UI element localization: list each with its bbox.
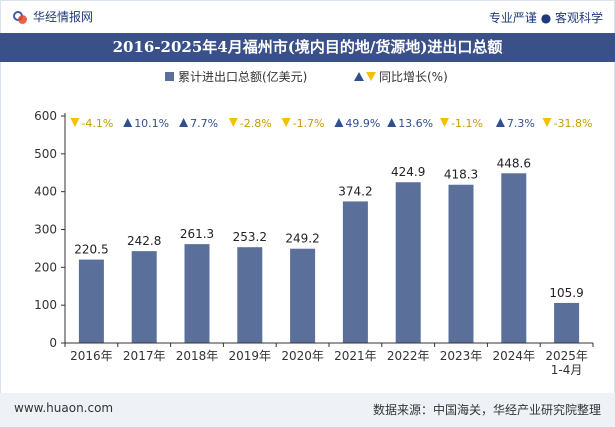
legend: 累计进出口总额(亿美元) 同比增长(%) [165,69,448,84]
growth-label: -1.7% [293,117,325,130]
brand-name: 华经情报网 [33,10,94,24]
x-tick-label-line: 2024年 [493,349,536,363]
x-tick-label: 2023年 [440,349,483,363]
footer: www.huaon.com 数据来源：中国海关，华经产业研究院整理 [0,393,615,427]
bar [131,251,157,343]
x-tick-label-line: 1-4月 [551,363,583,377]
growth-label: 10.1% [134,117,169,130]
footer-website: www.huaon.com [14,401,114,415]
x-tick-label-line: 2016年 [70,349,113,363]
growth-label: 7.3% [507,117,535,130]
y-tick-label: 500 [34,147,57,161]
bar-value-label: 253.2 [233,230,267,244]
y-tick-label: 300 [34,223,57,237]
chart-title: 2016-2025年4月福州市(境内目的地/货源地)进出口总额 [0,33,615,62]
growth-down-triangle-icon [281,118,291,127]
y-axis: 0 100 200 300 400 500 600 [34,109,66,350]
y-tick-label: 600 [34,109,57,123]
growth-label: -2.8% [240,117,272,130]
bar-value-label: 242.8 [127,234,161,248]
growth-label: 7.7% [190,117,218,130]
y-tick-label: 400 [34,185,57,199]
growth-up-triangle-icon [123,118,133,127]
brand-logo-icon [12,9,28,25]
growth-up-triangle-icon [495,118,505,127]
bar [448,184,474,343]
growth-up-triangle-icon [334,118,344,127]
x-tick-label: 2022年 [387,349,430,363]
legend-up-triangle-icon [354,72,364,81]
bar [237,247,263,343]
x-tick-label: 2017年 [123,349,166,363]
x-tick-label-line: 2022年 [387,349,430,363]
tagline: 专业严谨 ● 客观科学 [488,11,603,25]
value-labels: 220.5 242.8 261.3 253.2 249.2 374.2 424.9 418.3… [74,156,584,300]
bars [78,173,580,343]
x-tick-label-line: 2019年 [229,349,272,363]
x-tick-label-line: 2023年 [440,349,483,363]
x-tick-label-line: 2025年 [545,349,588,363]
growth-label: 49.9% [345,117,380,130]
growth-label: -31.8% [554,117,593,130]
x-tick-label: 2020年 [281,349,324,363]
bar [395,182,421,343]
growth-label: 13.6% [398,117,433,130]
bar [342,201,368,343]
top-bar: 华经情报网 专业严谨 ● 客观科学 [0,0,615,33]
bar-value-label: 249.2 [285,232,319,246]
x-tick-label: 2018年 [176,349,219,363]
footer-source: 数据来源：中国海关，华经产业研究院整理 [372,403,601,417]
growth-down-triangle-icon [228,118,238,127]
x-tick-label: 2025年 1-4月 [545,349,588,377]
x-axis: 2016年 2017年 2018年 2019年 2020年 2021年 2022年 2023年… [64,342,594,377]
x-tick-label: 2019年 [229,349,272,363]
growth-row: -4.1% 10.1% 7.7% -2.8% -1.7% 49.9% 13.6% -1.1% 7… [70,117,592,130]
bar-value-label: 220.5 [74,243,108,257]
legend-label-total: 累计进出口总额(亿美元) [178,69,307,84]
y-tick-label: 0 [49,336,57,350]
y-tick-label: 100 [34,298,57,312]
bar [501,173,527,343]
bar-value-label: 261.3 [180,227,214,241]
bar-chart: 累计进出口总额(亿美元) 同比增长(%) -4.1% 10.1% 7.7% -2.8% -… [34,69,594,377]
growth-down-triangle-icon [440,118,449,127]
bar [554,302,580,343]
growth-up-triangle-icon [387,118,397,127]
legend-swatch-total [165,72,174,81]
bar [78,259,104,343]
legend-down-triangle-icon [366,72,376,81]
bar-value-label: 424.9 [391,165,425,179]
x-tick-label: 2016年 [70,349,113,363]
growth-down-triangle-icon [70,118,80,127]
bar [184,244,210,343]
legend-label-growth: 同比增长(%) [379,70,448,84]
x-tick-label-line: 2020年 [281,349,324,363]
x-tick-label-line: 2021年 [334,349,377,363]
bar-value-label: 448.6 [497,156,531,170]
x-tick-label: 2021年 [334,349,377,363]
growth-up-triangle-icon [179,118,189,127]
bar-value-label: 374.2 [338,184,372,198]
brand: 华经情报网 [12,8,93,25]
x-tick-label: 2024年 [493,349,536,363]
x-tick-label-line: 2017年 [123,349,166,363]
bar-value-label: 105.9 [549,286,583,300]
growth-down-triangle-icon [542,118,552,127]
growth-label: -1.1% [451,117,483,130]
bar-value-label: 418.3 [444,168,478,182]
x-tick-label-line: 2018年 [176,349,219,363]
y-tick-label: 200 [34,260,57,274]
bar [290,248,316,343]
growth-label: -4.1% [81,117,113,130]
